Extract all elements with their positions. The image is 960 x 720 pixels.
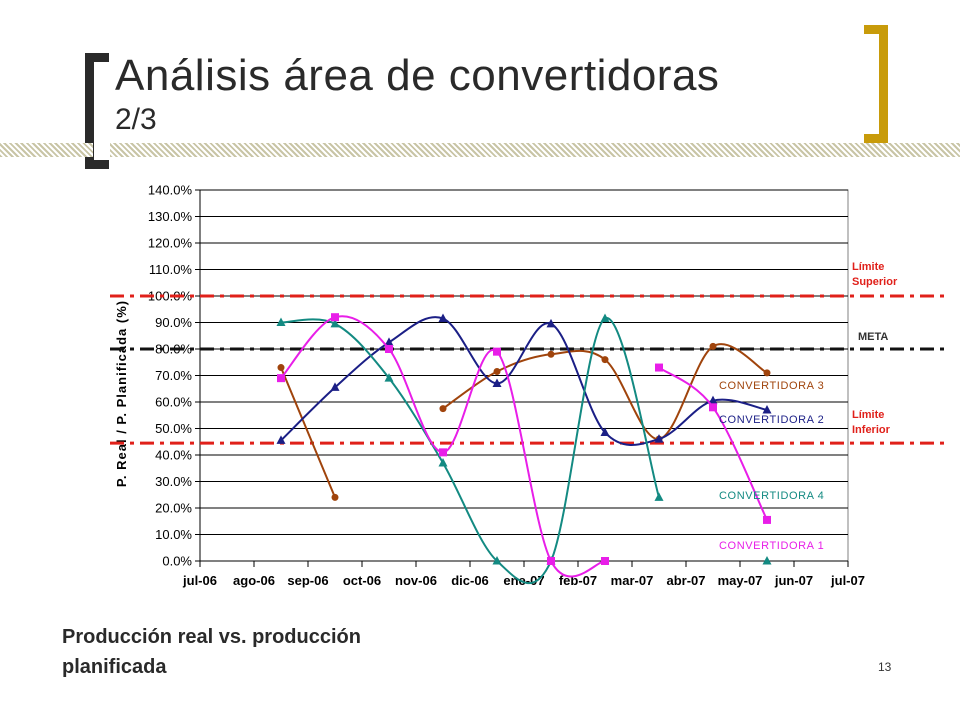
y-tick-label: 20.0% xyxy=(155,501,192,516)
right-bracket-decoration xyxy=(864,25,888,143)
series-label-convertidora-2: CONVERTIDORA 2 xyxy=(719,414,824,426)
data-point-convertidora-2 xyxy=(762,404,772,414)
data-point-convertidora-1 xyxy=(439,448,447,457)
data-point-convertidora-4 xyxy=(654,492,664,501)
y-tick-label: 60.0% xyxy=(155,395,192,410)
data-point-convertidora-2 xyxy=(276,435,286,444)
data-point-convertidora-1 xyxy=(601,557,609,565)
series-label-convertidora-3: CONVERTIDORA 3 xyxy=(719,380,824,392)
data-point-convertidora-1 xyxy=(655,363,663,372)
x-tick-label: ago-06 xyxy=(233,573,275,588)
data-point-convertidora-2 xyxy=(708,395,718,405)
series-label-convertidora-4: CONVERTIDORA 4 xyxy=(719,490,824,502)
series-convertidora-1 xyxy=(277,313,771,578)
y-tick-label: 130.0% xyxy=(148,209,193,224)
slide-subtitle: Producción real vs. producción planifica… xyxy=(62,626,361,678)
y-tick-label: 140.0% xyxy=(148,183,193,198)
data-point-convertidora-4 xyxy=(330,318,340,328)
x-tick-label: jul-06 xyxy=(182,573,217,588)
x-tick-label: sep-06 xyxy=(287,573,328,588)
x-tick-label: may-07 xyxy=(718,573,763,588)
y-tick-label: 0.0% xyxy=(162,554,192,569)
data-point-convertidora-2 xyxy=(654,434,664,443)
y-tick-label: 50.0% xyxy=(155,421,192,436)
slide-title-sub: 2/3 xyxy=(115,103,157,136)
data-point-convertidora-1 xyxy=(277,374,285,383)
y-tick-label: 90.0% xyxy=(155,315,192,330)
data-point-convertidora-4 xyxy=(384,373,394,382)
lower-limit-label: Límite Inferior xyxy=(852,409,891,436)
data-point-convertidora-1 xyxy=(493,347,501,356)
stripe-decoration-left xyxy=(0,143,93,157)
data-point-convertidora-3 xyxy=(763,369,771,377)
y-tick-label: 30.0% xyxy=(155,474,192,489)
x-tick-label: nov-06 xyxy=(395,573,437,588)
reference-lines xyxy=(110,294,946,445)
meta-label: META xyxy=(858,331,888,343)
data-point-convertidora-2 xyxy=(438,313,448,323)
slide-title-main: Análisis área de convertidoras xyxy=(115,51,720,100)
x-tick-label: mar-07 xyxy=(611,573,654,588)
y-tick-label: 110.0% xyxy=(149,262,193,277)
data-point-convertidora-2 xyxy=(600,427,610,436)
x-tick-label: oct-06 xyxy=(343,573,381,588)
series-line-convertidora-3 xyxy=(280,367,336,498)
slide-title: Análisis área de convertidoras 2/3 xyxy=(115,50,719,138)
data-point-convertidora-1 xyxy=(331,313,339,322)
data-point-convertidora-3 xyxy=(709,342,717,350)
data-point-convertidora-4 xyxy=(492,556,502,565)
data-point-convertidora-1 xyxy=(763,515,771,524)
data-point-convertidora-3 xyxy=(493,368,501,376)
y-tick-label: 70.0% xyxy=(155,368,192,383)
y-tick-label: 10.0% xyxy=(155,527,192,542)
x-tick-label: jul-07 xyxy=(830,573,865,588)
chart-labels: Límite Superior META Límite Inferior CONVERTI… xyxy=(719,261,898,552)
series-label-convertidora-1: CONVERTIDORA 1 xyxy=(719,540,824,552)
data-point-convertidora-3 xyxy=(439,405,447,413)
data-point-convertidora-3 xyxy=(601,356,609,364)
data-point-convertidora-4 xyxy=(276,317,286,326)
axes: 0.0%10.0%20.0%30.0%40.0%50.0%60.0%70.0%8… xyxy=(114,183,865,589)
data-point-convertidora-2 xyxy=(384,337,394,346)
data-point-convertidora-4 xyxy=(438,457,448,467)
data-point-convertidora-2 xyxy=(330,382,340,391)
series xyxy=(276,313,772,585)
y-tick-label: 40.0% xyxy=(155,448,192,463)
series-convertidora-2 xyxy=(276,313,772,446)
x-tick-label: jun-07 xyxy=(774,573,813,588)
page-number: 13 xyxy=(878,660,892,674)
left-bracket-decoration xyxy=(85,53,109,169)
series-line-convertidora-2 xyxy=(280,316,768,446)
x-tick-label: abr-07 xyxy=(666,573,705,588)
data-point-convertidora-2 xyxy=(492,378,502,387)
data-point-convertidora-1 xyxy=(385,345,393,353)
grid xyxy=(199,189,849,562)
data-point-convertidora-1 xyxy=(709,403,717,412)
stripe-decoration-right xyxy=(110,143,960,157)
data-point-convertidora-4 xyxy=(762,556,772,565)
data-point-convertidora-3 xyxy=(547,350,555,358)
y-axis-title: P. Real / P. Planificada (%) xyxy=(114,300,129,487)
x-tick-label: dic-06 xyxy=(451,573,489,588)
data-point-convertidora-2 xyxy=(546,318,556,328)
data-point-convertidora-3 xyxy=(277,364,285,372)
data-point-convertidora-1 xyxy=(547,557,555,565)
data-point-convertidora-3 xyxy=(331,493,339,501)
data-point-convertidora-4 xyxy=(600,313,610,323)
upper-limit-label: Límite Superior xyxy=(852,261,898,288)
series-convertidora-3 xyxy=(277,342,771,501)
y-tick-label: 120.0% xyxy=(148,236,193,251)
